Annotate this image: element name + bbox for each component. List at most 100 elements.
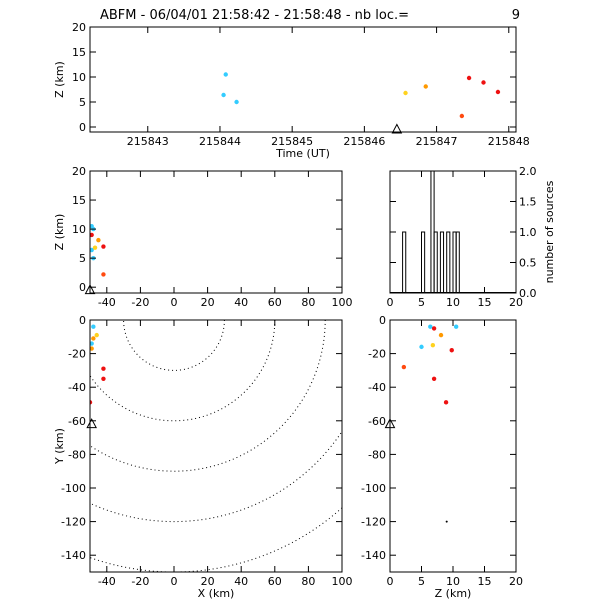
- source-point: [428, 324, 433, 329]
- source-point: [91, 336, 96, 341]
- y-tick-label: 20: [72, 165, 86, 178]
- y-tick-label: -40: [68, 381, 86, 394]
- x-tick-label: 0: [387, 296, 394, 309]
- histogram-bar: [439, 231, 445, 293]
- x-tick-label: 60: [268, 575, 282, 588]
- y-tick-label: -100: [361, 482, 386, 495]
- y-tick-label: 1.5: [519, 196, 537, 209]
- y-axis-title: number of sources: [543, 180, 556, 283]
- range-contour: [90, 430, 342, 523]
- y-tick-label: -60: [68, 415, 86, 428]
- station-triangle-icon: [391, 123, 403, 134]
- source-point: [234, 99, 239, 105]
- source-point: [101, 272, 106, 277]
- y-tick-label: 10: [72, 223, 86, 236]
- x-tick-label: 215847: [416, 135, 458, 148]
- x-tick-label: 0: [171, 296, 178, 309]
- y-tick-label: -80: [368, 448, 386, 461]
- x-tick-label: 215846: [343, 135, 385, 148]
- station-triangle-icon: [84, 284, 96, 295]
- x-tick-label: 20: [201, 296, 215, 309]
- source-point: [403, 90, 408, 96]
- x-tick-label: 215843: [127, 135, 169, 148]
- histogram-plot-content: [390, 171, 516, 293]
- x-axis-title: Time (UT): [275, 147, 330, 160]
- source-point: [449, 348, 454, 353]
- y-tick-label: -100: [61, 482, 86, 495]
- y-tick-label: -120: [361, 516, 386, 529]
- source-point: [438, 332, 444, 338]
- source-point: [431, 376, 437, 381]
- source-point: [90, 341, 94, 346]
- y-tick-label: 0: [79, 314, 86, 327]
- x-height-plot-content: [90, 223, 106, 277]
- source-point: [431, 326, 437, 331]
- y-tick-label: -40: [368, 381, 386, 394]
- y-tick-label: 15: [72, 46, 86, 59]
- x-tick-label: 215845: [271, 135, 313, 148]
- y-tick-label: -20: [368, 348, 386, 361]
- source-point: [453, 324, 459, 329]
- source-point: [401, 364, 407, 370]
- source-point: [101, 244, 106, 249]
- x-tick-label: 20: [509, 296, 523, 309]
- y-tick-label: 5: [79, 96, 86, 109]
- figure-title: ABFM - 06/04/01 21:58:42 - 21:58:48 - nb…: [100, 8, 409, 23]
- source-point: [443, 400, 449, 405]
- x-axis-title: Z (km): [435, 587, 472, 600]
- location-count: 9: [512, 8, 520, 23]
- x-tick-label: 100: [332, 575, 353, 588]
- source-point: [90, 247, 94, 253]
- station-triangle-icon: [86, 418, 98, 429]
- histogram-bar: [421, 231, 426, 293]
- x-y-frame: [89, 319, 343, 573]
- x-tick-label: -40: [98, 296, 116, 309]
- x-tick-label: 215844: [199, 135, 241, 148]
- x-tick-label: 20: [201, 575, 215, 588]
- source-point: [96, 237, 101, 243]
- source-point: [495, 89, 501, 95]
- x-tick-label: -40: [98, 575, 116, 588]
- time-height-frame: [89, 26, 517, 133]
- source-point: [430, 343, 436, 348]
- x-tick-label: 80: [301, 296, 315, 309]
- y-tick-label: 15: [72, 194, 86, 207]
- y-tick-label: 0: [79, 281, 86, 294]
- source-point: [101, 376, 106, 381]
- y-tick-label: 0: [379, 314, 386, 327]
- x-tick-label: 0: [387, 575, 394, 588]
- panel-time-height: 215843 215844 215845 215846 215847 215848 0 5 10…: [53, 21, 530, 160]
- x-tick-label: 40: [234, 575, 248, 588]
- y-tick-label: 1.0: [519, 226, 537, 239]
- y-tick-label: -20: [68, 348, 86, 361]
- y-tick-label: -60: [368, 415, 386, 428]
- y-tick-label: 0.5: [519, 257, 537, 270]
- x-tick-label: 0: [171, 575, 178, 588]
- histogram-bar: [446, 231, 451, 293]
- y-tick-label: -140: [61, 549, 86, 562]
- source-point: [90, 346, 94, 351]
- panel-x-y: -40 -20 0 20 40 60 80 100 0 -20 -40 -60 -80 -100 -120 -…: [53, 314, 353, 600]
- panel-x-height: -40 -20 0 20 40 60 80 100 0 5 10 15 20 Z (km): [53, 165, 353, 309]
- y-tick-label: -120: [61, 516, 86, 529]
- source-point: [94, 332, 99, 338]
- source-point: [459, 113, 465, 119]
- source-point: [481, 80, 486, 85]
- x-tick-label: 15: [478, 296, 492, 309]
- z-y-frame: [389, 319, 517, 573]
- y-axis-title: Y (km): [53, 428, 66, 465]
- x-tick-label: 20: [509, 575, 523, 588]
- y-axis-title: Z (km): [53, 214, 66, 251]
- source-point: [223, 72, 228, 77]
- source-point: [101, 366, 106, 371]
- time-height-plot-content: [221, 72, 501, 119]
- y-tick-label: 5: [79, 252, 86, 265]
- x-tick-label: 5: [418, 296, 425, 309]
- panel-z-y: 0 5 10 15 20 0 -20 -40 -60 -80 -100 -120 -140 Z (km): [361, 314, 523, 600]
- x-tick-label: 10: [446, 296, 460, 309]
- source-point: [90, 232, 94, 238]
- x-tick-label: 60: [268, 296, 282, 309]
- x-tick-label: 10: [446, 575, 460, 588]
- histogram-bar: [433, 231, 438, 293]
